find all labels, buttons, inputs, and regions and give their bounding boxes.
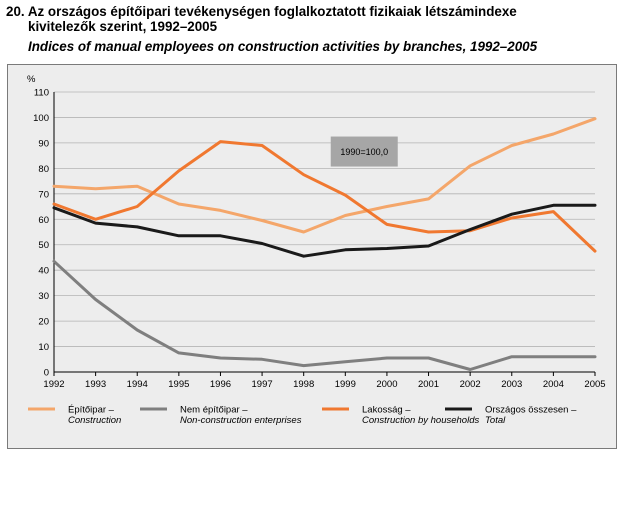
x-tick-label: 2002 (460, 379, 481, 390)
y-tick-label: 10 (38, 342, 49, 353)
x-tick-label: 2005 (584, 379, 605, 390)
annotation-box (330, 136, 398, 167)
y-tick-label: 0 (44, 368, 49, 379)
legend-label-4: Országos összesen – Total (485, 405, 577, 427)
x-tick-label: 1995 (168, 379, 189, 390)
series-line-4 (52, 203, 597, 258)
y-tick-label: 90 (38, 138, 49, 149)
x-tick-label: 2004 (543, 379, 564, 390)
x-tick-label: 2001 (418, 379, 439, 390)
legend-label-1: Építőipar – Construction (68, 405, 121, 427)
y-tick-label: 20 (38, 317, 49, 328)
x-tick-label: 2003 (501, 379, 522, 390)
legend-label-3: Lakosság – Construction by households (362, 405, 479, 427)
series-line-3 (52, 140, 597, 253)
y-tick-label: 80 (38, 164, 49, 175)
y-tick-label: 110 (34, 88, 49, 99)
y-tick-label: 70 (38, 189, 49, 200)
chart-title-english: Indices of manual employees on construct… (28, 39, 538, 54)
y-axis-label: % (27, 74, 36, 85)
series-line-1 (52, 117, 597, 234)
y-tick-label: 40 (38, 266, 49, 277)
x-tick-label: 1999 (335, 379, 356, 390)
series-line-2 (52, 259, 597, 371)
x-tick-label: 2000 (376, 379, 397, 390)
legend-label-2: Nem építőipar – Non-construction enterpri… (180, 405, 302, 427)
title-hu-line2: kivitelezők szerint, 1992–2005 (28, 19, 218, 34)
title-hu-line1: 20. Az országos építőipari tevékenységen… (6, 4, 517, 19)
y-tick-label: 100 (33, 113, 49, 124)
y-tick-label: 50 (38, 240, 49, 251)
plot-area (54, 92, 595, 372)
x-tick-label: 1996 (210, 379, 231, 390)
x-tick-label: 1998 (293, 379, 314, 390)
y-tick-label: 30 (38, 291, 49, 302)
x-tick-label: 1997 (252, 379, 273, 390)
x-tick-label: 1994 (127, 379, 148, 390)
y-tick-label: 60 (38, 215, 49, 226)
chart-title-hungarian: 20. Az országos építőipari tevékenységen… (6, 4, 616, 34)
x-tick-label: 1993 (85, 379, 106, 390)
x-tick-label: 1992 (43, 379, 64, 390)
annotation-label: 1990=100,0 (340, 147, 388, 157)
